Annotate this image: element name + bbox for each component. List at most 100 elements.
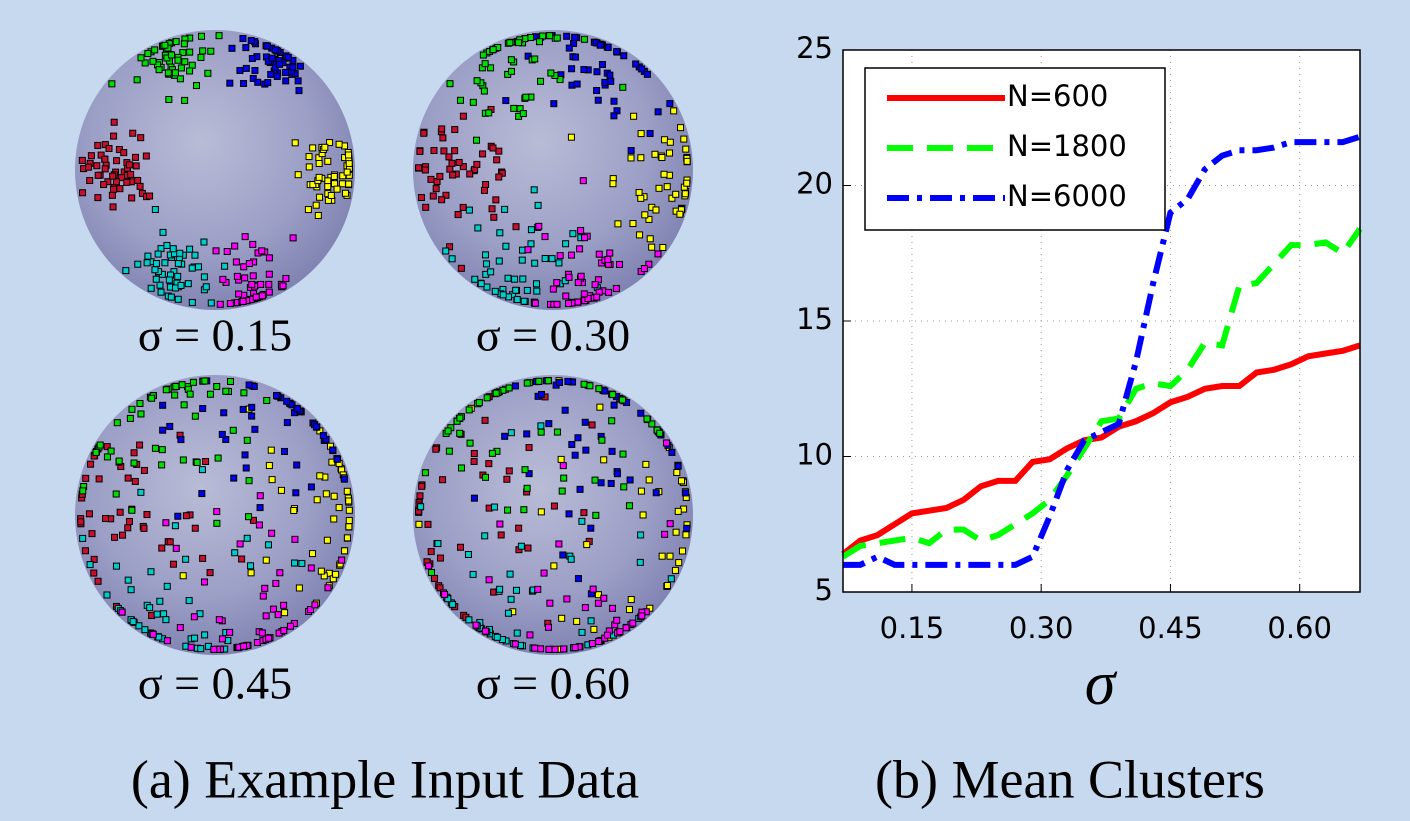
point xyxy=(265,254,273,262)
point xyxy=(535,377,543,385)
point xyxy=(436,172,444,180)
point xyxy=(605,288,613,296)
point xyxy=(534,201,542,209)
point xyxy=(560,645,568,653)
point xyxy=(112,178,120,186)
point xyxy=(162,519,170,527)
point xyxy=(553,34,561,42)
point xyxy=(465,206,473,214)
point xyxy=(201,631,209,639)
point xyxy=(276,569,284,577)
y-tick-label: 20 xyxy=(796,167,833,201)
point xyxy=(430,147,438,155)
point xyxy=(105,144,113,152)
point xyxy=(576,485,584,493)
point xyxy=(473,136,481,144)
point xyxy=(85,510,93,518)
point xyxy=(672,528,680,536)
point xyxy=(219,275,227,283)
point xyxy=(186,48,194,56)
point xyxy=(479,150,487,158)
point xyxy=(129,618,137,626)
point xyxy=(506,570,514,578)
point xyxy=(481,251,489,259)
point xyxy=(545,645,553,653)
point xyxy=(245,513,253,521)
point xyxy=(321,143,329,151)
point xyxy=(115,457,123,465)
point xyxy=(527,240,535,248)
point xyxy=(537,428,545,436)
line-series xyxy=(843,133,1361,568)
point xyxy=(525,470,533,478)
point xyxy=(511,640,519,648)
point xyxy=(248,280,256,288)
point xyxy=(557,455,565,463)
point xyxy=(555,540,563,548)
point xyxy=(116,508,124,516)
point xyxy=(199,554,207,562)
caption: (a) Example Input Data xyxy=(131,749,639,809)
point xyxy=(294,171,302,179)
point xyxy=(681,190,689,198)
point xyxy=(186,245,194,253)
point xyxy=(507,429,515,437)
point xyxy=(197,53,205,61)
point xyxy=(537,508,545,516)
point xyxy=(81,547,89,555)
point xyxy=(169,560,177,568)
point xyxy=(579,177,587,185)
point xyxy=(330,492,338,500)
point xyxy=(206,569,214,577)
point xyxy=(553,279,561,287)
point xyxy=(638,65,646,73)
point xyxy=(200,238,208,246)
point xyxy=(239,405,247,413)
point xyxy=(502,97,510,105)
point xyxy=(330,515,338,523)
point xyxy=(197,645,205,653)
point xyxy=(87,152,95,160)
point xyxy=(512,586,520,594)
point xyxy=(646,235,654,243)
point xyxy=(574,298,582,306)
point xyxy=(666,520,674,528)
point xyxy=(594,591,602,599)
point xyxy=(232,258,240,266)
point xyxy=(167,293,175,301)
point xyxy=(645,260,653,268)
line-series xyxy=(841,342,1361,557)
point xyxy=(243,534,251,542)
point xyxy=(206,390,214,398)
point xyxy=(148,394,156,402)
point xyxy=(94,171,102,179)
point xyxy=(600,594,608,602)
point xyxy=(560,474,568,482)
point xyxy=(174,260,182,268)
point xyxy=(110,118,118,126)
point xyxy=(214,454,222,462)
point xyxy=(626,476,634,484)
point xyxy=(213,519,221,527)
point xyxy=(125,517,133,525)
point xyxy=(143,259,151,267)
point xyxy=(147,284,155,292)
point xyxy=(485,576,493,584)
point xyxy=(513,296,521,304)
point xyxy=(162,386,170,394)
point xyxy=(668,194,676,202)
point xyxy=(511,382,519,390)
point xyxy=(243,436,251,444)
point xyxy=(291,535,299,543)
legend-label: N=600 xyxy=(1007,79,1108,113)
point xyxy=(215,616,223,624)
point xyxy=(620,52,628,60)
point xyxy=(573,617,581,625)
point xyxy=(192,82,200,90)
point xyxy=(128,506,136,514)
point xyxy=(172,38,180,46)
point xyxy=(307,483,315,491)
point xyxy=(90,569,98,577)
point xyxy=(559,462,567,470)
